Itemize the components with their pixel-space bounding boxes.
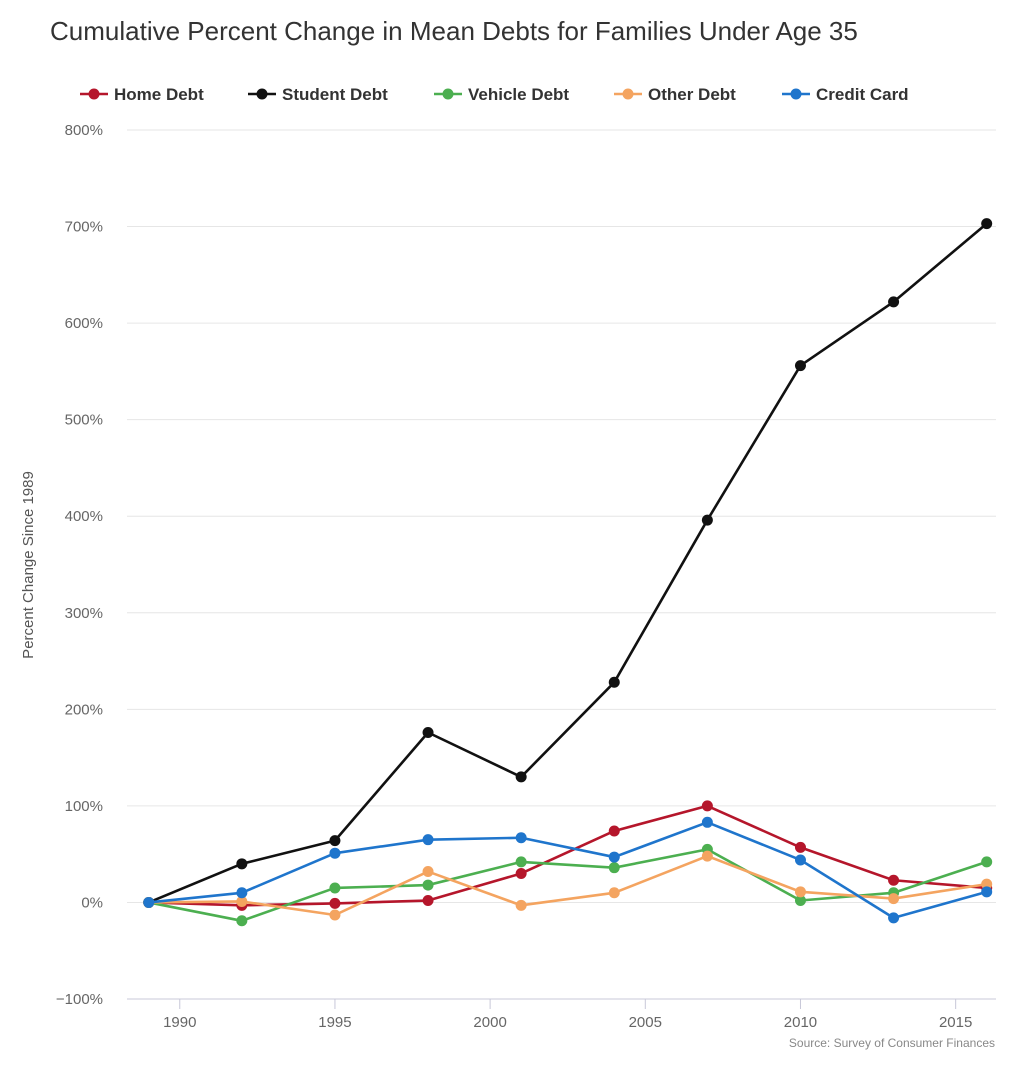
- y-tick-label: 800%: [65, 122, 103, 139]
- series-student-debt[interactable]: [143, 218, 993, 908]
- chart-title: Cumulative Percent Change in Mean Debts …: [50, 16, 858, 46]
- data-point-vehicle-debt[interactable]: [515, 856, 527, 868]
- y-tick-label: 100%: [65, 798, 103, 815]
- legend-label: Home Debt: [114, 85, 204, 104]
- legend-label: Vehicle Debt: [468, 85, 569, 104]
- x-axis-ticks: 1990 1995 2000 2005 2010 2015: [163, 999, 972, 1031]
- y-tick-label: 200%: [65, 701, 103, 718]
- legend-label: Student Debt: [282, 85, 388, 104]
- data-point-home-debt[interactable]: [422, 895, 434, 907]
- y-axis-ticks: −100% 0% 100% 200% 300% 400% 500% 600% 700% 800%: [56, 122, 103, 1008]
- data-point-other-debt[interactable]: [888, 893, 900, 905]
- legend-item-vehicle-debt[interactable]: Vehicle Debt: [434, 85, 569, 104]
- y-tick-label: 400%: [65, 508, 103, 525]
- data-point-vehicle-debt[interactable]: [608, 862, 620, 874]
- y-axis-label: Percent Change Since 1989: [20, 471, 37, 659]
- x-tick-label: 2015: [939, 1014, 972, 1031]
- data-point-vehicle-debt[interactable]: [794, 895, 806, 907]
- data-point-credit-card[interactable]: [608, 851, 620, 863]
- legend-item-credit-card[interactable]: Credit Card: [782, 85, 909, 104]
- series-line-student-debt[interactable]: [147, 222, 988, 904]
- data-point-student-debt[interactable]: [888, 296, 900, 308]
- source-label: Source: Survey of Consumer Finances: [789, 1036, 995, 1050]
- legend-swatch-marker: [790, 88, 802, 100]
- data-point-credit-card[interactable]: [515, 832, 527, 844]
- legend-item-other-debt[interactable]: Other Debt: [614, 85, 736, 104]
- legend: Home Debt Student Debt Vehicle Debt Other D…: [80, 85, 909, 104]
- legend-swatch-marker: [88, 88, 100, 100]
- series-line-credit-card[interactable]: [147, 821, 988, 920]
- legend-swatch-marker: [622, 88, 634, 100]
- data-point-credit-card[interactable]: [236, 887, 248, 899]
- legend-swatch-marker: [256, 88, 268, 100]
- series-line-vehicle-debt[interactable]: [147, 848, 988, 923]
- x-tick-label: 1990: [163, 1014, 196, 1031]
- legend-item-home-debt[interactable]: Home Debt: [80, 85, 204, 104]
- legend-item-student-debt[interactable]: Student Debt: [248, 85, 388, 104]
- data-point-credit-card[interactable]: [143, 896, 155, 908]
- data-point-home-debt[interactable]: [515, 867, 527, 879]
- data-point-home-debt[interactable]: [329, 897, 341, 909]
- data-point-home-debt[interactable]: [794, 841, 806, 853]
- data-point-student-debt[interactable]: [236, 858, 248, 870]
- y-tick-label: 600%: [65, 315, 103, 332]
- data-point-credit-card[interactable]: [422, 834, 434, 846]
- data-point-other-debt[interactable]: [515, 899, 527, 911]
- gridlines: [127, 129, 996, 903]
- x-tick-label: 2010: [784, 1014, 817, 1031]
- y-tick-label: 300%: [65, 605, 103, 622]
- data-point-credit-card[interactable]: [888, 912, 900, 924]
- series-credit-card[interactable]: [143, 816, 993, 924]
- y-tick-label: −100%: [56, 991, 103, 1008]
- data-point-home-debt[interactable]: [888, 874, 900, 886]
- data-point-other-debt[interactable]: [701, 850, 713, 862]
- data-point-student-debt[interactable]: [329, 835, 341, 847]
- data-point-vehicle-debt[interactable]: [422, 879, 434, 891]
- data-point-credit-card[interactable]: [981, 886, 993, 898]
- data-point-student-debt[interactable]: [515, 771, 527, 783]
- data-point-home-debt[interactable]: [608, 825, 620, 837]
- series-line-other-debt[interactable]: [147, 854, 988, 917]
- legend-label: Credit Card: [816, 85, 909, 104]
- data-point-other-debt[interactable]: [981, 878, 993, 890]
- x-tick-label: 2000: [473, 1014, 506, 1031]
- data-point-vehicle-debt[interactable]: [981, 856, 993, 868]
- x-tick-label: 1995: [318, 1014, 351, 1031]
- data-point-other-debt[interactable]: [422, 866, 434, 878]
- data-point-credit-card[interactable]: [701, 816, 713, 828]
- data-point-other-debt[interactable]: [794, 886, 806, 898]
- data-point-other-debt[interactable]: [329, 909, 341, 921]
- data-point-credit-card[interactable]: [329, 847, 341, 859]
- legend-swatch-marker: [442, 88, 454, 100]
- data-point-credit-card[interactable]: [794, 854, 806, 866]
- y-tick-label: 0%: [81, 894, 103, 911]
- data-point-student-debt[interactable]: [981, 218, 993, 230]
- data-point-student-debt[interactable]: [608, 676, 620, 688]
- data-point-vehicle-debt[interactable]: [329, 882, 341, 894]
- data-point-student-debt[interactable]: [422, 727, 434, 739]
- data-point-student-debt[interactable]: [794, 360, 806, 372]
- data-point-other-debt[interactable]: [608, 887, 620, 899]
- y-tick-label: 700%: [65, 219, 103, 236]
- data-point-vehicle-debt[interactable]: [236, 915, 248, 927]
- data-point-student-debt[interactable]: [701, 514, 713, 526]
- data-point-home-debt[interactable]: [701, 800, 713, 812]
- legend-label: Other Debt: [648, 85, 736, 104]
- x-tick-label: 2005: [629, 1014, 662, 1031]
- series-group: [143, 218, 993, 927]
- y-tick-label: 500%: [65, 412, 103, 429]
- data-point-other-debt[interactable]: [236, 895, 248, 907]
